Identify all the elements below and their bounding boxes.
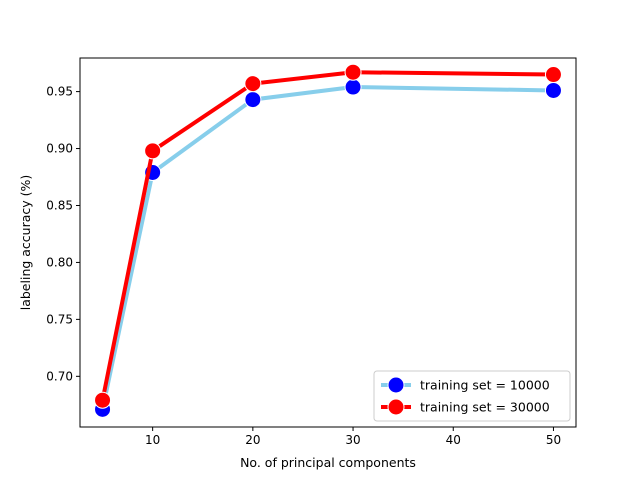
y-axis-ticks: 0.70 0.75 0.80 0.85 0.90 0.95 <box>46 85 80 383</box>
data-point <box>94 391 112 409</box>
data-point <box>544 66 562 84</box>
legend-marker <box>387 376 405 394</box>
legend-label: training set = 30000 <box>420 400 550 415</box>
y-tick-label: 0.90 <box>46 142 73 156</box>
y-tick-label: 0.80 <box>46 255 73 269</box>
x-tick-label: 50 <box>546 433 561 447</box>
data-point <box>544 81 562 99</box>
x-axis-label: No. of principal components <box>240 455 416 470</box>
x-tick-label: 10 <box>145 433 160 447</box>
x-tick-label: 40 <box>446 433 461 447</box>
legend-label: training set = 10000 <box>420 378 550 393</box>
y-tick-label: 0.85 <box>46 198 73 212</box>
data-point <box>244 91 262 109</box>
legend-item: training set = 10000 <box>381 376 550 394</box>
y-tick-label: 0.75 <box>46 312 73 326</box>
data-point <box>244 75 262 93</box>
y-axis-label: labeling accuracy (%) <box>18 175 33 311</box>
legend-item: training set = 30000 <box>381 398 550 416</box>
x-tick-label: 30 <box>345 433 360 447</box>
data-point <box>144 142 162 160</box>
series-layer <box>94 63 562 418</box>
legend-box <box>373 370 571 422</box>
data-point <box>344 78 362 96</box>
x-axis-ticks: 10 20 30 40 50 <box>145 427 561 447</box>
axes-frame <box>79 57 577 428</box>
data-point <box>344 63 362 81</box>
y-tick-label: 0.70 <box>46 369 73 383</box>
x-tick-label: 20 <box>245 433 260 447</box>
legend: training set = 10000 training set = 30000 <box>373 370 571 422</box>
legend-marker <box>387 398 405 416</box>
series-2 <box>94 63 562 409</box>
y-tick-label: 0.95 <box>46 85 73 99</box>
